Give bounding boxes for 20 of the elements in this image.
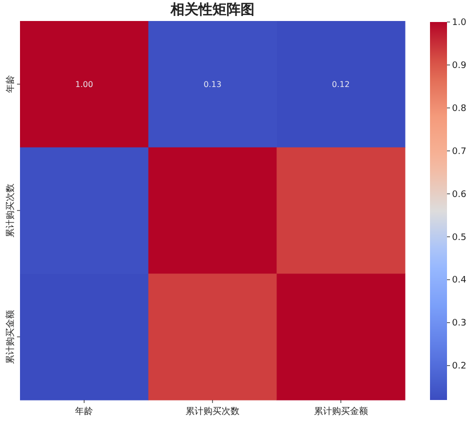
color-bar-label: 0.3: [452, 318, 466, 329]
y-tick-label: 累计购买次数: [5, 184, 16, 238]
data-label: 1.00: [75, 80, 94, 90]
color-bar-label: 0.6: [452, 190, 467, 200]
color-bar-label: 0.2: [452, 362, 466, 372]
color-bar-label: 1.0: [452, 18, 467, 28]
colorbar: 0.2 0.3 0.4 0.5 0.6 0.7 0.8 0.9 1.0: [430, 18, 466, 400]
y-tick-label: 年龄: [5, 75, 16, 94]
y-tick-label: 累计购买金额: [5, 310, 16, 364]
x-tick-label: 年龄: [75, 406, 94, 417]
color-bar-label: 0.4: [452, 276, 467, 286]
chart-title: 相关性矩阵图: [170, 1, 254, 18]
color-bar-label: 0.9: [452, 60, 467, 71]
color-bar-label: 0.7: [452, 146, 466, 157]
data-label: 0.12: [332, 80, 350, 90]
x-tick-label: 累计购买次数: [186, 406, 240, 417]
data-label: 0.13: [204, 80, 222, 90]
color-bar-label: 0.5: [452, 232, 466, 243]
color-bar-label: 0.8: [452, 104, 467, 114]
x-tick-label: 累计购买金额: [314, 406, 368, 417]
